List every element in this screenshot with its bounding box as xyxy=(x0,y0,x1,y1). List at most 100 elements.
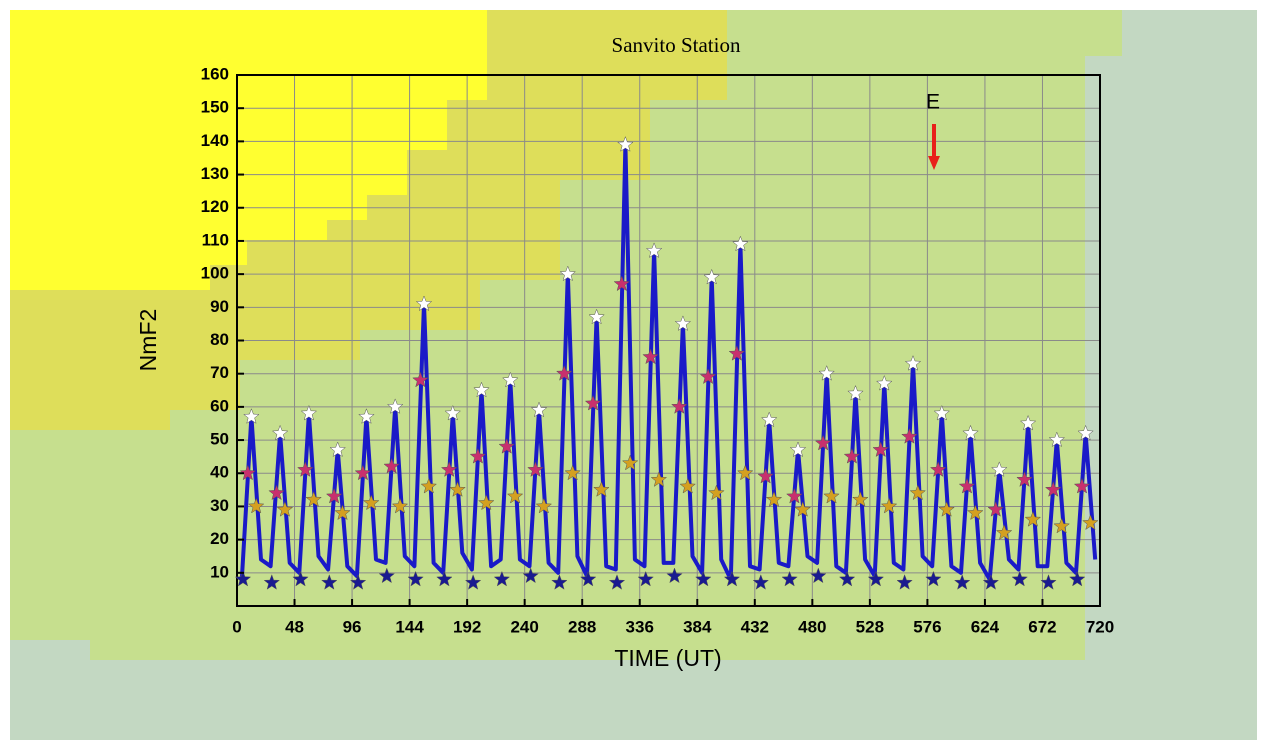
star-marker xyxy=(362,494,380,511)
star-marker xyxy=(415,295,433,312)
marks xyxy=(234,135,1099,590)
star-marker xyxy=(271,424,289,441)
star-marker xyxy=(1082,514,1099,531)
x-axis-label: TIME (UT) xyxy=(614,645,721,671)
star-marker xyxy=(579,570,597,587)
star-marker xyxy=(728,345,746,361)
star-marker xyxy=(559,265,577,282)
star-marker xyxy=(1077,424,1094,441)
star-marker xyxy=(1024,510,1042,527)
x-tick-label: 672 xyxy=(1028,617,1056,636)
x-tick-label: 480 xyxy=(798,617,826,636)
star-marker xyxy=(938,501,955,517)
star-marker xyxy=(962,424,979,441)
star-marker xyxy=(789,441,807,458)
star-marker xyxy=(703,268,720,285)
star-marker xyxy=(613,275,631,292)
star-marker xyxy=(334,504,351,521)
star-marker xyxy=(823,487,840,504)
star-marker xyxy=(493,570,511,587)
x-tick-label: 576 xyxy=(913,617,941,636)
star-marker xyxy=(760,411,778,428)
star-marker xyxy=(781,570,798,587)
star-marker xyxy=(872,441,889,458)
star-marker xyxy=(436,570,453,587)
star-marker xyxy=(786,487,803,504)
star-marker xyxy=(794,501,812,517)
y-tick-label: 20 xyxy=(210,529,229,548)
star-marker xyxy=(268,484,285,501)
y-tick-label: 110 xyxy=(202,230,229,249)
chart-title: Sanvito Station xyxy=(612,33,741,57)
y-tick-label: 50 xyxy=(210,430,229,449)
star-marker xyxy=(530,401,548,418)
star-marker xyxy=(383,457,400,474)
star-marker xyxy=(391,497,409,514)
star-marker xyxy=(473,381,490,398)
star-marker xyxy=(502,371,519,388)
star-marker xyxy=(407,570,424,587)
star-marker xyxy=(933,404,951,421)
star-marker xyxy=(843,448,861,464)
y-tick-label: 100 xyxy=(201,264,229,283)
star-marker xyxy=(991,461,1008,477)
star-marker xyxy=(300,404,318,421)
star-marker xyxy=(325,487,343,504)
star-marker xyxy=(995,524,1013,541)
x-tick-label: 336 xyxy=(626,617,654,636)
star-marker xyxy=(1048,431,1066,448)
star-marker xyxy=(243,408,260,424)
star-marker xyxy=(608,574,626,590)
star-marker xyxy=(1019,414,1037,431)
star-marker xyxy=(847,384,864,401)
star-marker xyxy=(522,567,539,584)
star-marker xyxy=(564,464,581,481)
y-tick-label: 130 xyxy=(201,164,229,183)
star-marker xyxy=(982,574,1000,590)
star-marker xyxy=(469,448,487,464)
x-tick-label: 432 xyxy=(741,617,769,636)
x-tick-label: 48 xyxy=(285,617,304,636)
star-marker xyxy=(535,497,553,514)
star-marker xyxy=(732,235,749,252)
star-marker xyxy=(987,501,1004,517)
star-marker xyxy=(666,567,683,584)
star-marker xyxy=(679,477,696,494)
star-marker xyxy=(386,398,404,414)
y-tick-label: 10 xyxy=(210,562,229,581)
star-marker xyxy=(838,570,856,587)
star-marker xyxy=(896,574,913,590)
star-marker xyxy=(464,574,482,590)
star-marker xyxy=(449,481,466,497)
star-marker xyxy=(349,574,367,590)
x-tick-label: 624 xyxy=(971,617,1000,636)
star-marker xyxy=(358,408,375,424)
arrow-head xyxy=(928,156,940,170)
star-marker xyxy=(867,570,885,587)
star-marker xyxy=(412,371,429,388)
x-tick-label: 384 xyxy=(683,617,712,636)
x-tick-label: 240 xyxy=(510,617,538,636)
star-marker xyxy=(818,364,835,381)
star-marker xyxy=(617,135,634,152)
star-marker xyxy=(588,308,605,325)
star-marker xyxy=(378,567,396,584)
star-marker xyxy=(674,315,692,331)
y-tick-label: 60 xyxy=(210,396,229,415)
star-marker xyxy=(958,477,976,494)
star-marker xyxy=(909,484,927,501)
star-marker xyxy=(1011,570,1028,587)
star-marker xyxy=(478,494,495,511)
star-marker xyxy=(736,464,754,481)
star-marker xyxy=(880,497,898,514)
star-marker xyxy=(637,570,654,587)
y-tick-label: 120 xyxy=(201,197,229,216)
star-marker xyxy=(875,374,893,391)
star-marker xyxy=(1073,477,1091,494)
star-marker xyxy=(1068,570,1086,587)
star-marker xyxy=(953,574,971,590)
star-marker xyxy=(1044,481,1062,497)
y-tick-label: 70 xyxy=(210,363,229,382)
data-line xyxy=(239,142,1098,582)
